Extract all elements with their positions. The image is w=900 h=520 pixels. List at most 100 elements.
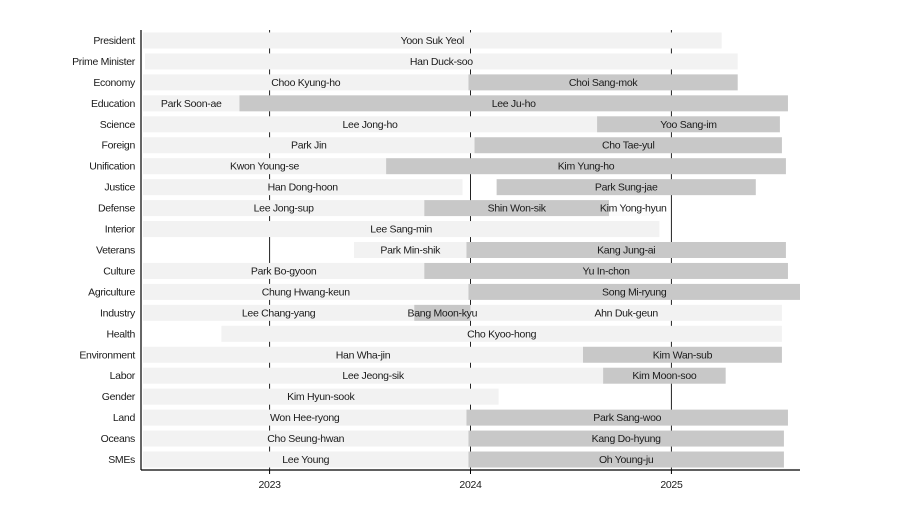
- tenure-bar: [597, 116, 780, 133]
- minister-name: Park Sang-woo: [593, 412, 661, 424]
- minister-name: Cho Tae-yul: [602, 140, 655, 152]
- tenure-bar: [143, 179, 463, 196]
- minister-name: Kim Yong-hyun: [600, 203, 667, 215]
- minister-name: Choi Sang-mok: [569, 77, 639, 89]
- tenure-bar: [468, 283, 800, 300]
- minister-name: Choo Kyung-ho: [271, 77, 341, 89]
- tenure-bars: [143, 32, 800, 468]
- x-tick-label: 2024: [459, 479, 482, 491]
- minister-name: Kwon Young-se: [230, 161, 300, 173]
- minister-name: Lee Jong-ho: [342, 119, 398, 131]
- tenure-bar: [143, 304, 415, 321]
- tenure-bar: [414, 304, 471, 321]
- role-label: Veterans: [96, 245, 135, 257]
- minister-name: Park Sung-jae: [595, 182, 658, 194]
- minister-name: Lee Sang-min: [370, 224, 432, 236]
- tenure-bar: [143, 137, 475, 154]
- role-label: Economy: [93, 77, 136, 89]
- minister-name: Kang Jung-ai: [597, 245, 655, 257]
- role-label: Education: [91, 98, 135, 110]
- tenure-bar: [603, 367, 726, 384]
- tenure-bar: [353, 242, 467, 258]
- role-label: Gender: [102, 391, 136, 403]
- tenure-bar: [143, 451, 469, 468]
- minister-name: Lee Young: [282, 454, 329, 466]
- role-label: Culture: [103, 265, 135, 277]
- minister-name: Park Min-shik: [380, 245, 441, 257]
- minister-name: Kim Wan-sub: [653, 349, 713, 361]
- minister-name: Lee Jong-sup: [254, 203, 314, 215]
- minister-name: Cho Kyoo-hong: [467, 328, 537, 340]
- tenure-bar: [143, 346, 584, 363]
- tenure-bar: [143, 367, 604, 384]
- tenure-bar: [145, 53, 738, 70]
- tenure-bar: [468, 451, 784, 468]
- tenure-bar: [143, 74, 469, 91]
- tenure-bar: [143, 409, 467, 426]
- role-label: Unification: [89, 161, 135, 173]
- minister-name: Han Duck-soo: [410, 56, 473, 68]
- minister-name: Lee Jeong-sik: [342, 370, 405, 382]
- tenure-bar: [386, 158, 786, 175]
- minister-labels: Yoon Suk Yeol Han Duck-soo Choo Kyung-ho Ch…: [161, 35, 718, 466]
- minister-name: Ahn Duk-geun: [594, 307, 658, 319]
- role-label: Science: [100, 119, 136, 131]
- axes: 2023 2024 2025: [140, 30, 800, 491]
- role-label: Foreign: [101, 140, 135, 152]
- tenure-bar: [470, 304, 782, 321]
- minister-name: Oh Young-ju: [599, 454, 654, 466]
- tenure-bar: [143, 430, 469, 447]
- tenure-bar: [424, 262, 788, 279]
- minister-name: Park Soon-ae: [161, 98, 222, 110]
- tenure-bar: [143, 200, 425, 217]
- tenure-bar: [583, 346, 782, 363]
- tenure-bar: [143, 388, 499, 405]
- minister-name: Lee Ju-ho: [492, 98, 536, 110]
- minister-name: Chung Hwang-keun: [262, 286, 350, 298]
- role-label: Land: [113, 412, 136, 424]
- tenure-bar: [466, 242, 786, 258]
- minister-name: Yoo Sang-im: [660, 119, 717, 131]
- role-label: Industry: [100, 307, 136, 319]
- minister-name: Yoon Suk Yeol: [401, 35, 464, 47]
- tenure-bar: [143, 95, 240, 112]
- x-tick-label: 2023: [258, 479, 281, 491]
- tenure-bar: [468, 74, 738, 91]
- minister-name: Park Jin: [291, 140, 327, 152]
- tenure-bar: [466, 409, 788, 426]
- role-label: Defense: [98, 203, 135, 215]
- role-label: Interior: [105, 224, 136, 236]
- minister-name: Kim Yung-ho: [558, 161, 615, 173]
- tenure-bar: [143, 221, 660, 238]
- minister-name: Kim Hyun-sook: [287, 391, 355, 403]
- minister-name: Cho Seung-hwan: [267, 433, 344, 445]
- role-label: Agriculture: [88, 286, 135, 298]
- role-label: Environment: [79, 349, 135, 361]
- minister-name: Won Hee-ryong: [270, 412, 340, 424]
- minister-name: Yu In-chon: [583, 265, 631, 277]
- role-label: SMEs: [108, 454, 135, 466]
- role-label: Oceans: [101, 433, 135, 445]
- tenure-bar: [143, 262, 425, 279]
- tenure-bar: [221, 325, 782, 342]
- role-label: Prime Minister: [72, 56, 136, 68]
- x-tick-label: 2025: [660, 479, 683, 491]
- minister-name: Shin Won-sik: [488, 203, 547, 215]
- tenure-bar: [474, 137, 782, 154]
- tenure-bar: [143, 158, 387, 175]
- minister-name: Song Mi-ryung: [602, 286, 667, 298]
- tenure-bar: [496, 179, 756, 196]
- minister-name: Lee Chang-yang: [242, 307, 316, 319]
- tenure-bar: [143, 116, 598, 133]
- minister-name: Han Wha-jin: [336, 349, 391, 361]
- role-axis-labels: President Prime Minister Economy Education S…: [72, 35, 136, 466]
- tenure-bar: [143, 283, 469, 300]
- role-label: President: [93, 35, 135, 47]
- minister-name: Kim Moon-soo: [632, 370, 697, 382]
- role-label: Labor: [110, 370, 136, 382]
- tenure-bar: [609, 200, 658, 217]
- minister-name: Park Bo-gyoon: [251, 265, 317, 277]
- role-label: Health: [106, 328, 135, 340]
- tenure-bar: [239, 95, 788, 112]
